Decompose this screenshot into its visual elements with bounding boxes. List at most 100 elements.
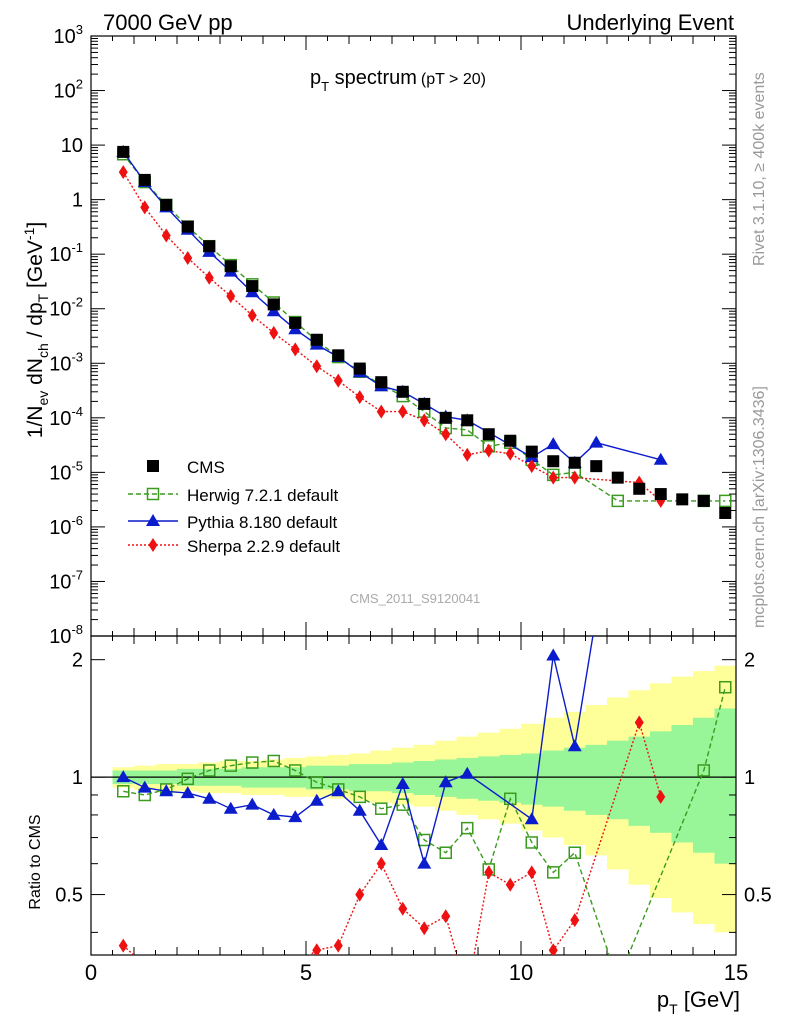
sherpa-ratio-point: [355, 887, 365, 902]
title-cut: (pT > 20): [421, 71, 486, 88]
analysis-watermark: CMS_2011_S9120041: [350, 591, 481, 606]
pythia-ratio-point: [524, 812, 539, 825]
pythia-ratio-point: [567, 739, 582, 752]
herwig-ratio-point: [719, 680, 732, 694]
cms-point: [525, 445, 538, 458]
sherpa-ratio-point: [463, 986, 472, 1000]
cms-point: [203, 240, 216, 253]
herwig-ratio-point: [267, 754, 280, 768]
ratio-tick-label-left: 1: [72, 767, 83, 789]
y-tick-label: 103: [54, 22, 83, 48]
x-label-sub: T: [669, 1001, 678, 1017]
x-axis-label: pT [GeV]: [657, 987, 740, 1017]
legend-marker: [146, 487, 160, 501]
x-tick-label: 10: [509, 960, 533, 985]
pythia-ratio-point: [159, 784, 174, 797]
ratio-tick-label-right: 0.5: [744, 885, 772, 907]
pythia-ratio-point: [352, 803, 367, 816]
sherpa-ratio-point: [205, 998, 214, 1012]
pythia-ratio-point: [116, 770, 131, 783]
cms-point: [439, 411, 452, 424]
sherpa-point: [118, 165, 128, 180]
cms-point: [654, 488, 667, 501]
legend-marker: [146, 514, 160, 526]
sherpa-ratio-point: [505, 877, 515, 892]
sherpa-ratio-point: [548, 943, 558, 955]
sherpa-point: [419, 413, 429, 428]
sherpa-point: [312, 359, 322, 374]
pythia-point: [546, 437, 561, 450]
cms-point: [504, 434, 517, 447]
sherpa-point: [398, 404, 408, 419]
herwig-ratio-point: [375, 802, 388, 815]
sherpa-ratio-line: [122, 720, 662, 955]
y-tick-label: 10-3: [49, 349, 83, 375]
herwig-ratio-point: [224, 759, 237, 772]
cms-point: [697, 494, 710, 507]
cms-point: [332, 349, 345, 362]
herwig-ratio-point: [289, 764, 302, 777]
herwig-ratio-point: [353, 790, 366, 804]
cms-point: [181, 220, 194, 233]
pythia-ratio-point: [374, 837, 389, 850]
herwig-ratio-point: [203, 764, 216, 777]
cms-point: [396, 385, 409, 398]
ratio-tick-label-left: 2: [72, 650, 83, 672]
cms-point: [547, 455, 560, 468]
pythia-ratio-point: [417, 856, 432, 869]
cms-point: [590, 460, 603, 473]
herwig-ratio-point: [181, 772, 194, 786]
sherpa-ratio-point: [226, 980, 235, 994]
sherpa-point: [140, 200, 150, 215]
pythia-ratio-point: [654, 523, 668, 535]
series: [116, 144, 732, 1012]
sherpa-ratio-point: [419, 921, 429, 936]
herwig-main-line: [122, 153, 726, 502]
cms-point: [482, 428, 495, 441]
x-tick-label: 5: [300, 960, 312, 985]
cms-point: [611, 471, 624, 484]
herwig-point: [719, 494, 732, 508]
mcplots-note: mcplots.cern.ch [arXiv:1306.3436]: [751, 386, 768, 628]
x-label-unit: [GeV]: [678, 987, 740, 1012]
pythia-ratio-line: [122, 636, 594, 867]
plot-title: pT spectrum (pT > 20): [310, 67, 486, 94]
herwig-ratio-point: [246, 756, 259, 769]
band-inner-bin: [628, 736, 650, 826]
cms-point: [160, 198, 173, 211]
herwig-ratio-point: [439, 846, 452, 859]
ratio-tick-label-right: 1: [744, 767, 755, 789]
cms-point: [353, 362, 366, 375]
sherpa-ratio-point: [570, 913, 580, 928]
band-inner-bin: [714, 708, 736, 864]
band-inner-bin: [499, 754, 521, 803]
band-inner-bin: [650, 731, 672, 833]
pythia-ratio-point: [180, 786, 195, 799]
sherpa-point: [462, 447, 472, 462]
y-tick-label: 10: [61, 135, 83, 157]
sherpa-point: [247, 308, 257, 323]
sherpa-point: [376, 404, 386, 419]
y-tick-label: 10-5: [49, 458, 83, 484]
sherpa-ratio-point: [183, 998, 192, 1012]
herwig-ratio-point: [525, 836, 538, 849]
cms-point: [461, 414, 474, 427]
herwig-ratio-point: [697, 764, 710, 777]
band-inner-bin: [607, 740, 629, 820]
pythia-ratio-point: [288, 810, 303, 823]
legend-marker: [147, 460, 159, 472]
herwig-ratio-point: [461, 821, 474, 835]
ratio-y-label: Ratio to CMS: [27, 814, 44, 909]
x-tick-label: 0: [85, 960, 97, 985]
legend-label: Herwig 7.2.1 default: [187, 486, 338, 505]
pythia-ratio-point: [202, 791, 217, 804]
y-tick-label: 10-4: [49, 404, 83, 430]
band-inner-bin: [693, 717, 715, 853]
herwig-ratio-point: [612, 976, 623, 987]
sherpa-ratio-point: [398, 901, 408, 916]
pythia-ratio-point: [589, 608, 603, 620]
cms-point: [289, 316, 302, 329]
pythia-point: [653, 452, 668, 465]
sherpa-ratio-point: [291, 958, 300, 972]
